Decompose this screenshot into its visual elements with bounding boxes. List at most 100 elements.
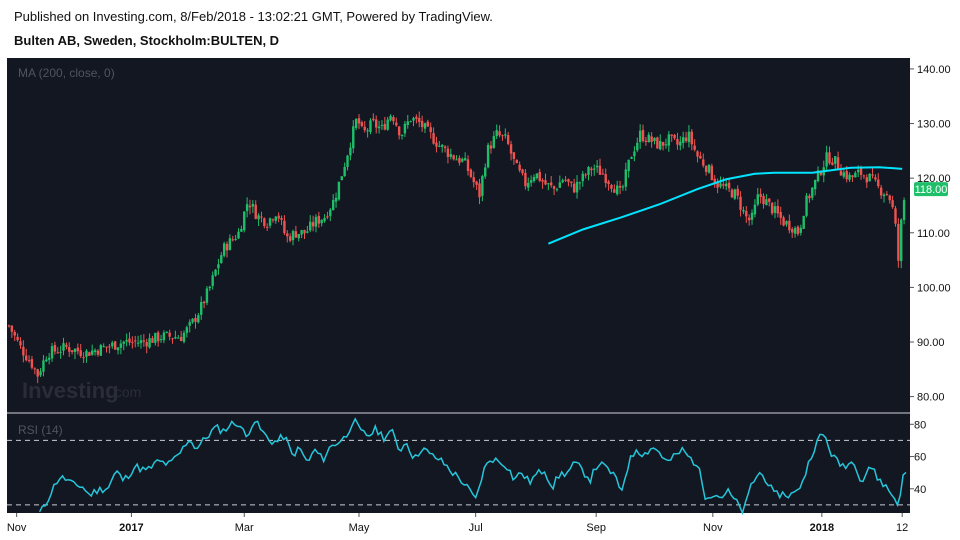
candle-body [796, 226, 800, 235]
candle-body [449, 154, 453, 157]
rsi-tick-label: 40 [914, 484, 926, 496]
candle-body [317, 215, 321, 224]
candle-body [816, 170, 820, 182]
candle-body [265, 226, 269, 228]
candle-body [466, 159, 470, 171]
candle-body [610, 184, 613, 189]
candle-body [386, 119, 389, 130]
candle-body [733, 189, 737, 199]
candle-body [136, 342, 140, 344]
candle-body [613, 189, 616, 193]
candle-body [240, 228, 243, 232]
candle-body [759, 193, 762, 197]
candle-body [693, 145, 696, 150]
candle-body [274, 216, 278, 221]
candle-body [300, 230, 303, 235]
candle-body [257, 215, 260, 220]
candle-body [472, 177, 475, 183]
price-tick-label: 140.00 [917, 64, 951, 76]
candle-body [346, 155, 349, 167]
candle-body [383, 124, 387, 130]
ma-200-line [547, 166, 903, 245]
candle-body [897, 223, 900, 261]
candle-body [76, 347, 80, 352]
candle-body [245, 204, 249, 212]
candle-body [696, 151, 699, 157]
candle-body [70, 350, 74, 352]
candle-body [616, 185, 619, 195]
candle-body [27, 360, 31, 362]
candle-body [788, 220, 791, 231]
candle-body [793, 228, 797, 234]
candle-body [862, 175, 866, 177]
candle-body [601, 173, 605, 175]
price-tick-label: 130.00 [917, 119, 951, 131]
candle-body [234, 238, 237, 240]
candle-body [879, 187, 883, 196]
watermark-brand: Investing [22, 378, 119, 403]
candle-body [498, 131, 501, 136]
candle-body [162, 332, 166, 341]
candle-body [687, 131, 691, 143]
candle-body [277, 215, 280, 219]
candle-body [113, 341, 117, 350]
candle-body [739, 196, 742, 210]
candle-body [171, 338, 174, 340]
candle-body [716, 182, 719, 188]
candle-body [395, 122, 398, 126]
candle-body [191, 318, 194, 323]
candle-body [621, 186, 625, 188]
candle-body [547, 183, 550, 185]
candle-body [7, 325, 11, 327]
candle-body [294, 231, 298, 238]
candle-body [802, 215, 805, 229]
candle-body [673, 134, 676, 139]
candle-body [607, 181, 610, 185]
candle-body [504, 134, 507, 136]
candle-body [808, 195, 811, 199]
time-tick-label: Mar [235, 522, 254, 534]
rsi-pane-background [7, 413, 910, 513]
candle-body [742, 210, 745, 212]
candle-body [785, 221, 788, 225]
candle-body [799, 227, 803, 233]
candle-body [590, 168, 593, 171]
candle-body [96, 350, 100, 355]
time-tick-label: 12 [896, 522, 908, 534]
candle-body [871, 174, 874, 176]
candle-body [314, 216, 318, 227]
candle-body [704, 166, 708, 172]
price-tick-label: 110.00 [917, 228, 950, 240]
candle-body [406, 121, 409, 125]
candle-body [108, 346, 111, 348]
candle-body [243, 211, 246, 231]
candle-body [679, 141, 682, 146]
candle-body [805, 195, 808, 216]
candle-body [481, 176, 484, 196]
candle-body [842, 172, 846, 177]
candle-body [202, 301, 206, 304]
candle-body [684, 137, 688, 142]
candle-body [151, 338, 154, 343]
candle-body [165, 331, 168, 333]
candle-body [524, 172, 527, 187]
candle-body [25, 355, 28, 361]
candle-body [446, 148, 450, 157]
candle-body [145, 342, 148, 347]
candle-body [831, 162, 834, 165]
candle-body [578, 182, 582, 184]
candle-body [753, 204, 757, 215]
candle-body [131, 341, 134, 343]
candle-body [598, 165, 602, 175]
candle-body [699, 155, 702, 159]
candle-body [845, 170, 848, 180]
candle-body [865, 177, 868, 183]
candle-body [90, 350, 94, 355]
candle-body [555, 189, 559, 191]
candle-body [509, 144, 513, 154]
candle-body [116, 347, 120, 351]
candle-body [128, 338, 131, 343]
candle-body [773, 206, 777, 213]
time-tick-label: Sep [586, 522, 606, 534]
